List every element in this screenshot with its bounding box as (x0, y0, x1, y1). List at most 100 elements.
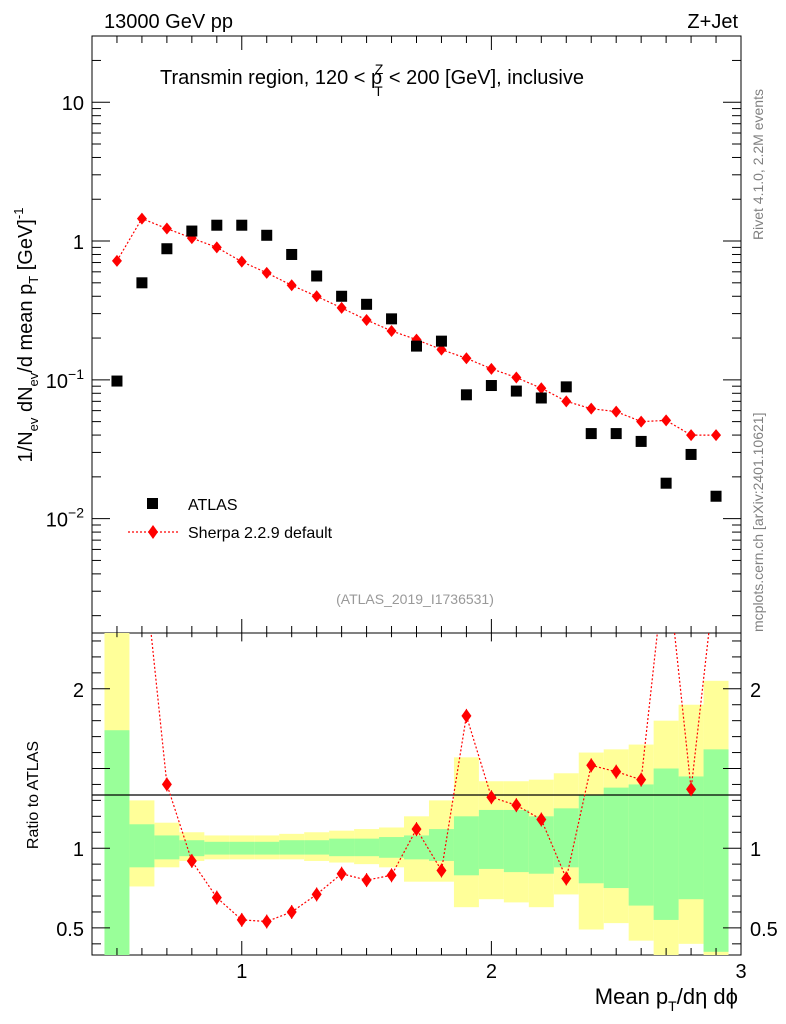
atlas-point (186, 225, 198, 237)
sherpa-point (136, 212, 147, 225)
sherpa-point (161, 222, 172, 235)
ratio-sherpa-point (436, 863, 447, 878)
ratio-green-band (204, 841, 230, 855)
legend-atlas-label: ATLAS (188, 497, 238, 514)
ratio-sherpa-point (411, 822, 422, 837)
y-tick-label: 10 (62, 93, 84, 115)
sherpa-point (261, 266, 272, 279)
ratio-green-band (279, 840, 305, 855)
x-tick-label: 1 (236, 961, 247, 983)
ratio-sherpa-point (586, 758, 597, 773)
ratio-green-band (179, 840, 205, 857)
ratio-sherpa-point (261, 914, 272, 929)
ratio-tick-label: 0.5 (56, 919, 84, 941)
ratio-tick-label: 1 (750, 839, 761, 861)
ratio-sherpa-point (236, 912, 247, 927)
y-tick-label: 10−1 (46, 366, 84, 393)
atlas-point (585, 428, 597, 440)
side-rivet-info: Rivet 4.1.0, 2.2M events (750, 89, 766, 240)
ratio-sherpa-point (461, 708, 472, 723)
ratio-green-band (478, 809, 504, 869)
sherpa-point (386, 324, 397, 337)
ratio-tick-label: 2 (750, 680, 761, 702)
sherpa-point (336, 301, 347, 314)
sherpa-point (461, 352, 472, 365)
header-right: Z+Jet (687, 11, 738, 33)
ratio-green-band (304, 840, 330, 855)
ratio-green-band (428, 829, 454, 861)
atlas-point (660, 477, 672, 489)
ratio-sherpa-point (511, 798, 522, 813)
analysis-id: (ATLAS_2019_I1736531) (336, 591, 494, 607)
ratio-sherpa-point (211, 890, 222, 905)
ratio-sherpa-point (336, 866, 347, 881)
sherpa-line (116, 217, 716, 436)
y-tick-label: 10−2 (46, 505, 84, 532)
ratio-sherpa-point (561, 871, 572, 886)
y-axis-label: 1/Nev dNev/d mean pT [GeV]-1 (11, 208, 41, 463)
ratio-sherpa-point (536, 812, 547, 827)
ratio-green-band (404, 835, 429, 860)
ratio-green-band (503, 809, 529, 873)
atlas-point (435, 335, 447, 347)
ratio-green-band (703, 749, 729, 952)
ratio-sherpa-point (286, 904, 297, 919)
ratio-green-band (603, 787, 629, 889)
ratio-green-band (154, 835, 180, 860)
sherpa-point (311, 290, 322, 303)
ratio-green-band (129, 824, 155, 868)
atlas-point (685, 448, 697, 460)
ratio-sherpa-point (636, 772, 647, 787)
ratio-green-band (254, 841, 280, 855)
legend-sherpa-label: Sherpa 2.2.9 default (188, 525, 333, 542)
ratio-green-band (678, 776, 704, 900)
sherpa-point (711, 429, 722, 442)
atlas-point (286, 248, 298, 260)
axis-ticks: 1 2 3 10−2 10−1 1 10 0.5 0.5 1 1 2 2 (46, 35, 778, 983)
ratio-sherpa-point (361, 873, 372, 888)
legend-atlas-marker (147, 498, 158, 509)
sherpa-point (536, 382, 547, 395)
ratio-green-band (379, 837, 405, 858)
legend-sherpa-marker (148, 525, 158, 539)
x-tick-label: 3 (735, 961, 746, 983)
x-tick-label: 2 (486, 961, 497, 983)
sherpa-point (636, 415, 647, 428)
atlas-point (336, 290, 348, 302)
sherpa-point (686, 429, 697, 442)
atlas-point (710, 490, 722, 502)
sherpa-point (111, 254, 122, 267)
sherpa-point (211, 241, 222, 254)
sherpa-point (361, 313, 372, 326)
plot-title: Transmin region, 120 < p TZ < 200 [GeV], … (160, 61, 584, 99)
ratio-green-band (229, 841, 255, 855)
main-points (111, 212, 722, 502)
ratio-tick-label: 2 (73, 680, 84, 702)
ratio-green-band (354, 838, 380, 857)
sherpa-point (586, 402, 597, 415)
ratio-green-band (628, 784, 654, 906)
y-tick-label: 1 (73, 232, 84, 254)
ratio-green-band (578, 795, 604, 884)
atlas-point (261, 229, 273, 241)
ratio-green-band (329, 838, 355, 857)
ratio-y-axis-label: Ratio to ATLAS (25, 741, 42, 849)
ratio-sherpa-point (311, 887, 322, 902)
atlas-point (535, 392, 547, 404)
atlas-point (111, 375, 123, 387)
ratio-green-band (453, 816, 479, 876)
x-axis-label: Mean pT/dη dϕ (595, 984, 738, 1014)
atlas-point (485, 380, 497, 392)
sherpa-point (436, 343, 447, 356)
sherpa-point (561, 395, 572, 408)
sherpa-point (236, 255, 247, 268)
atlas-point (211, 219, 223, 231)
atlas-point (610, 428, 622, 440)
atlas-point (136, 277, 148, 289)
side-mcplots-info: mcplots.cern.ch [arXiv:2401.10621] (750, 413, 766, 632)
atlas-point (361, 298, 373, 310)
sherpa-point (661, 414, 672, 427)
ratio-points (150, 633, 710, 929)
atlas-point (510, 385, 522, 397)
